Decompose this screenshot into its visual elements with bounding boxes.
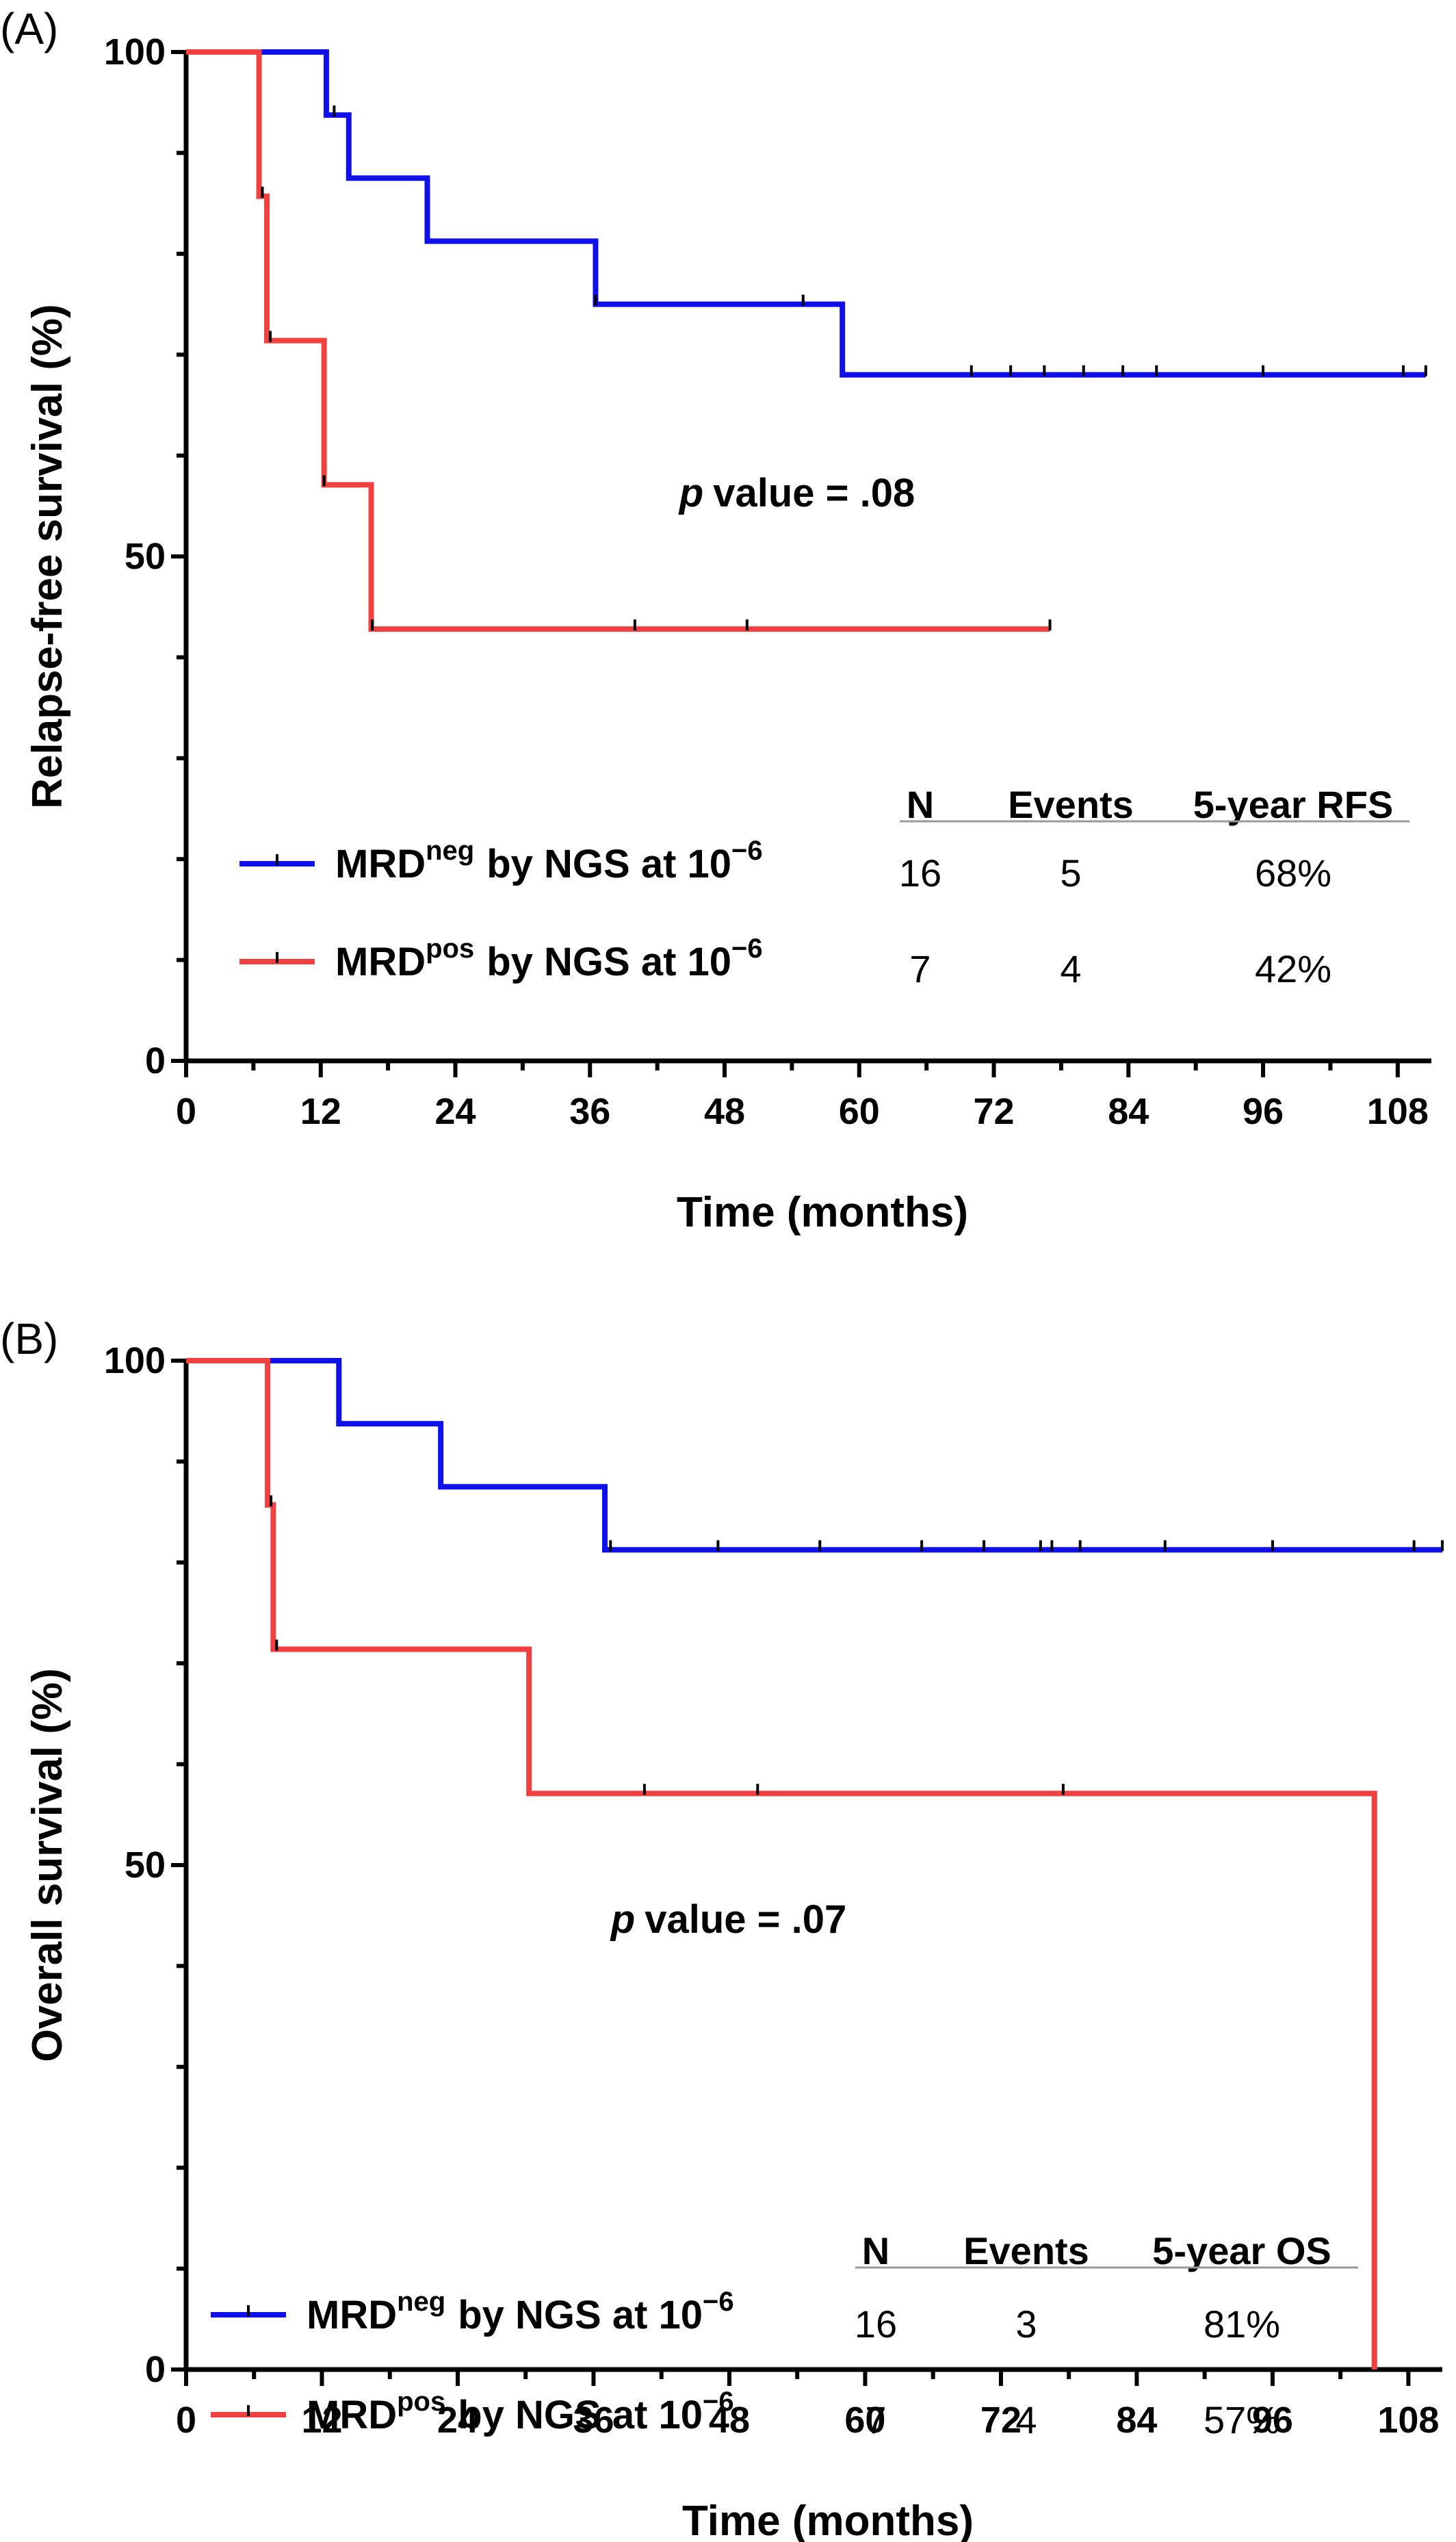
series-neg [186,49,1427,378]
x-tick-label: 84 [1116,2400,1157,2441]
legend-exponent: −6 [703,2387,734,2417]
x-tick-label: 108 [1367,1091,1429,1132]
x-tick-label: 12 [301,2400,342,2441]
x-axis-title: Time (months) [682,2498,974,2542]
y-axis-title: Overall survival (%) [24,1668,71,2062]
y-tick-label: 50 [125,1845,166,1886]
x-tick-label: 0 [176,2400,196,2441]
p-value-label: p value = .07 [610,1897,846,1942]
y-tick-label: 0 [145,1040,166,1081]
x-tick-label: 24 [437,2400,478,2441]
x-tick-label: 96 [1243,1091,1284,1132]
legend-item-neg: MRDneg by NGS at 10−6 [211,2287,734,2337]
chart-panel-a: (A) 0 50 100 0 12 24 36 48 60 72 84 96 108 Relapse-fre… [0,4,1431,1236]
legend-superscript: neg [426,836,474,866]
table-header: N [907,783,934,826]
table-cell: 5 [1060,851,1081,895]
x-tick-label: 36 [569,1091,610,1132]
legend-rest: by NGS at 10 [458,2393,703,2437]
legend-label: MRDpos by NGS at 10−6 [335,934,763,984]
legend-superscript: neg [397,2287,445,2317]
legend-label: MRDneg by NGS at 10−6 [307,2287,734,2337]
panel-label: (B) [0,1314,58,1363]
table-header: Events [1008,783,1134,826]
table-cell: 4 [1015,2398,1037,2441]
y-axis-title: Relapse-free survival (%) [24,304,71,808]
table-cell: 57% [1204,2398,1280,2441]
p-value-text: value = .07 [645,1897,846,1942]
legend-exponent: −6 [703,2287,734,2317]
legend-rest: by NGS at 10 [486,842,731,886]
legend-rest: by NGS at 10 [458,2293,703,2337]
series-pos [186,1358,1377,2370]
p-value-text: value = .08 [713,471,915,515]
table-cell: 7 [865,2398,886,2441]
legend-base: MRD [335,940,426,984]
summary-table: N Events 5-year RFS 16 5 68% 7 4 42% [899,783,1409,990]
x-tick-label: 0 [176,1091,196,1132]
legend-exponent: −6 [731,934,763,964]
x-tick-label: 108 [1377,2400,1439,2441]
x-tick-label: 72 [974,1091,1015,1132]
x-tick-label: 96 [1252,2400,1293,2441]
legend-exponent: −6 [731,836,763,866]
table-header: 5-year OS [1152,2229,1331,2272]
y-tick-label: 0 [145,2349,166,2390]
legend-base: MRD [307,2293,397,2337]
survival-curve [186,49,1050,632]
table-cell: 16 [855,2302,897,2346]
table-header: 5-year RFS [1193,783,1394,826]
y-tick-label: 100 [104,31,166,73]
series-pos [186,49,1052,632]
survival-curve [186,1358,1377,2370]
x-tick-label: 60 [839,1091,880,1132]
table-cell: 68% [1255,851,1331,895]
x-tick-label: 72 [980,2400,1022,2441]
x-tick-label: 24 [434,1091,476,1132]
legend-rest: by NGS at 10 [486,940,731,984]
table-cell: 7 [909,947,931,990]
survival-curve [186,1358,1442,1553]
table-cell: 81% [1204,2302,1280,2346]
legend-label: MRDpos by NGS at 10−6 [307,2387,734,2437]
legend-item-pos: MRDpos by NGS at 10−6 [211,2387,734,2437]
p-value-label: p value = .08 [678,471,915,515]
x-axis-title: Time (months) [677,1189,968,1236]
x-tick-label: 84 [1108,1091,1149,1132]
legend-item-neg: MRDneg by NGS at 10−6 [239,836,763,886]
table-cell: 42% [1255,947,1331,990]
table-cell: 16 [899,851,941,895]
table-header: Events [963,2229,1089,2272]
x-tick-label: 48 [709,2400,750,2441]
legend-base: MRD [335,842,426,886]
p-value-symbol: p [678,471,703,515]
table-cell: 3 [1015,2302,1037,2346]
x-tick-label: 12 [300,1091,341,1132]
series-neg [186,1358,1444,1553]
p-value-symbol: p [610,1897,635,1942]
survival-curve [186,49,1426,378]
legend-superscript: pos [397,2387,445,2417]
table-header: N [862,2229,889,2272]
summary-table: N Events 5-year OS 16 3 81% 7 4 57% [855,2229,1358,2441]
chart-panel-b: (B) 0 50 100 0 12 24 36 48 60 72 84 96 108 Overall sur… [0,1314,1444,2542]
x-tick-label: 60 [844,2400,885,2441]
legend-item-pos: MRDpos by NGS at 10−6 [239,934,763,984]
y-tick-label: 50 [125,536,166,577]
y-tick-label: 100 [104,1340,166,1381]
legend-label: MRDneg by NGS at 10−6 [335,836,763,886]
legend-base: MRD [307,2393,397,2437]
x-tick-label: 48 [704,1091,745,1132]
x-tick-label: 36 [573,2400,614,2441]
table-cell: 4 [1060,947,1081,990]
legend-superscript: pos [426,934,474,964]
panel-label: (A) [0,4,58,53]
